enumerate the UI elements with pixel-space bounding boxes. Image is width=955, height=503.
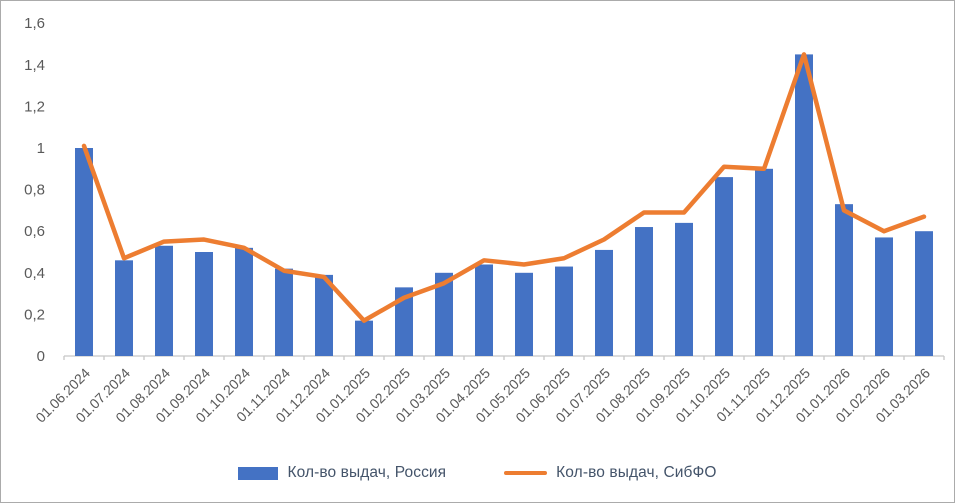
y-axis-tick-label: 1 — [37, 140, 45, 157]
bar-russia — [835, 204, 853, 356]
legend-label-russia: Кол-во выдач, Россия — [287, 464, 447, 481]
y-axis-tick-label: 1,2 — [24, 98, 45, 115]
bar-russia — [915, 231, 933, 356]
bar-russia — [795, 54, 813, 357]
bar-russia — [635, 227, 653, 356]
legend-bar-swatch-icon — [238, 466, 279, 480]
bar-russia — [275, 268, 293, 356]
y-axis-tick-label: 0,6 — [24, 223, 45, 240]
bar-russia — [715, 177, 733, 356]
y-axis-tick-label: 0,8 — [24, 182, 45, 199]
bar-russia — [755, 168, 773, 356]
legend-line-swatch-icon — [504, 470, 548, 476]
legend-item-sibfo: Кол-во выдач, СибФО — [504, 464, 716, 482]
bar-russia — [395, 287, 413, 356]
legend-label-sibfo: Кол-во выдач, СибФО — [556, 464, 717, 481]
legend: Кол-во выдач, Россия Кол-во выдач, СибФО — [1, 453, 954, 493]
y-axis-tick-label: 1,4 — [24, 57, 45, 74]
chart-plot-area: 00,20,40,60,811,21,41,601.06.202401.07.2… — [24, 15, 945, 426]
bar-russia — [355, 320, 373, 356]
y-axis-tick-label: 0 — [37, 348, 45, 365]
bar-russia — [115, 260, 133, 356]
bar-russia — [555, 266, 573, 356]
bar-russia — [75, 148, 93, 356]
legend-item-russia: Кол-во выдач, Россия — [238, 464, 446, 482]
bar-russia — [235, 247, 253, 356]
y-axis-tick-label: 0,2 — [24, 306, 45, 323]
bar-russia — [675, 222, 693, 356]
y-axis-tick-label: 1,6 — [24, 15, 45, 32]
bar-russia — [515, 272, 533, 356]
y-axis-tick-label: 0,4 — [24, 265, 45, 282]
bar-russia — [875, 237, 893, 356]
bar-russia — [475, 264, 493, 356]
bar-russia — [435, 272, 453, 356]
bar-russia — [595, 249, 613, 356]
bar-russia — [195, 252, 213, 356]
bar-russia — [155, 245, 173, 356]
bar-russia — [315, 274, 333, 356]
line-sibfo — [81, 52, 927, 323]
